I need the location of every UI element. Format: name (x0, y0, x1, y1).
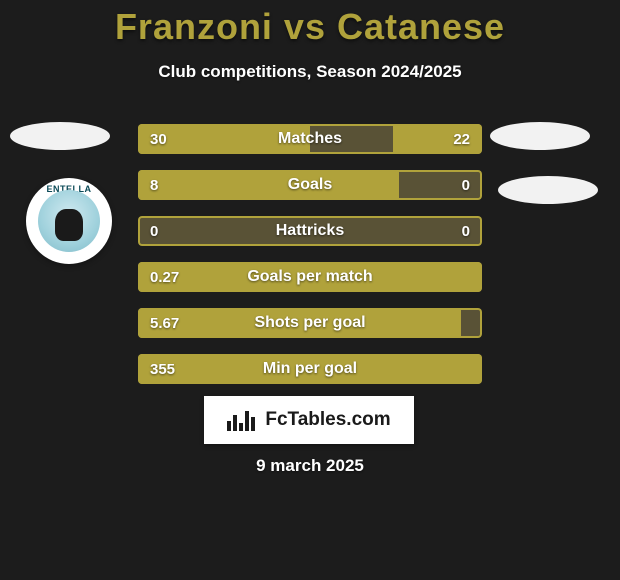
brand-text: FcTables.com (265, 409, 390, 431)
date-line: 9 march 2025 (0, 456, 620, 476)
player-marker-right-top (490, 122, 590, 150)
comparison-canvas: Franzoni vs Catanese Club competitions, … (0, 0, 620, 580)
stat-row: Goals80 (138, 170, 482, 200)
player-marker-left (10, 122, 110, 150)
club-crest-icon (38, 190, 100, 252)
stat-row: Hattricks00 (138, 216, 482, 246)
stats-bars: Matches3022 Goals80 Hattricks00 Goals per m… (138, 124, 482, 384)
stat-row: Goals per match0.27 (138, 262, 482, 292)
brand-logo-icon (227, 409, 257, 431)
stat-row: Shots per goal5.67 (138, 308, 482, 338)
stat-row: Min per goal355 (138, 354, 482, 384)
stat-row: Matches3022 (138, 124, 482, 154)
brand-badge: FcTables.com (204, 396, 414, 444)
club-crest: ENTELLA (26, 178, 112, 264)
subtitle: Club competitions, Season 2024/2025 (0, 62, 620, 82)
page-title: Franzoni vs Catanese (0, 6, 620, 48)
player-marker-right-bottom (498, 176, 598, 204)
